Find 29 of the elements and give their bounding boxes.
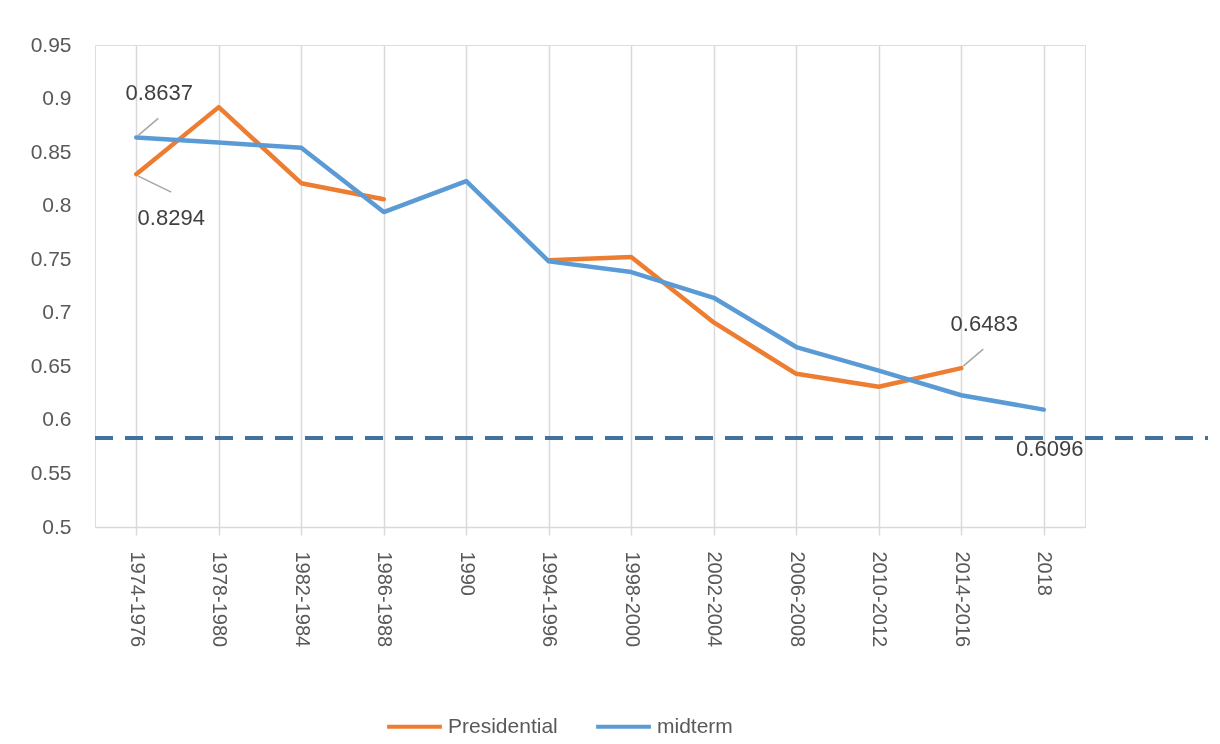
legend-label: Presidential	[448, 713, 558, 737]
x-tick-label: 2018	[1034, 551, 1057, 596]
x-tick-label: 2002-2004	[704, 551, 727, 648]
data-label: 0.6483	[950, 311, 1018, 337]
y-tick-label: 0.75	[30, 246, 72, 270]
x-tick-label: 2006-2008	[786, 551, 809, 648]
data-label: 0.8294	[137, 205, 205, 231]
x-tick-label: 1974-1976	[126, 551, 149, 648]
y-tick-label: 0.5	[42, 514, 72, 538]
x-tick-label: 1978-1980	[209, 551, 232, 648]
x-tick-label: 1994-1996	[539, 551, 562, 648]
y-tick-label: 0.95	[30, 32, 72, 56]
y-tick-label: 0.85	[30, 139, 72, 163]
x-tick-label: 2014-2016	[951, 551, 974, 648]
data-label: 0.8637	[125, 80, 193, 106]
y-tick-label: 0.9	[42, 86, 72, 110]
legend-label: midterm	[657, 713, 733, 737]
x-tick-label: 1986-1988	[374, 551, 397, 648]
data-label: 0.6096	[1016, 435, 1084, 461]
x-tick-label: 1990	[456, 551, 479, 596]
line-series	[134, 135, 1046, 412]
x-tick-label: 1982-1984	[291, 551, 314, 648]
y-tick-label: 0.55	[30, 460, 72, 484]
y-tick-label: 0.8	[42, 193, 72, 217]
y-tick-label: 0.65	[30, 353, 72, 377]
y-tick-label: 0.6	[42, 407, 72, 431]
x-tick-label: 1998-2000	[621, 551, 644, 648]
y-tick-label: 0.7	[42, 300, 72, 324]
x-tick-label: 2010-2012	[869, 551, 892, 648]
